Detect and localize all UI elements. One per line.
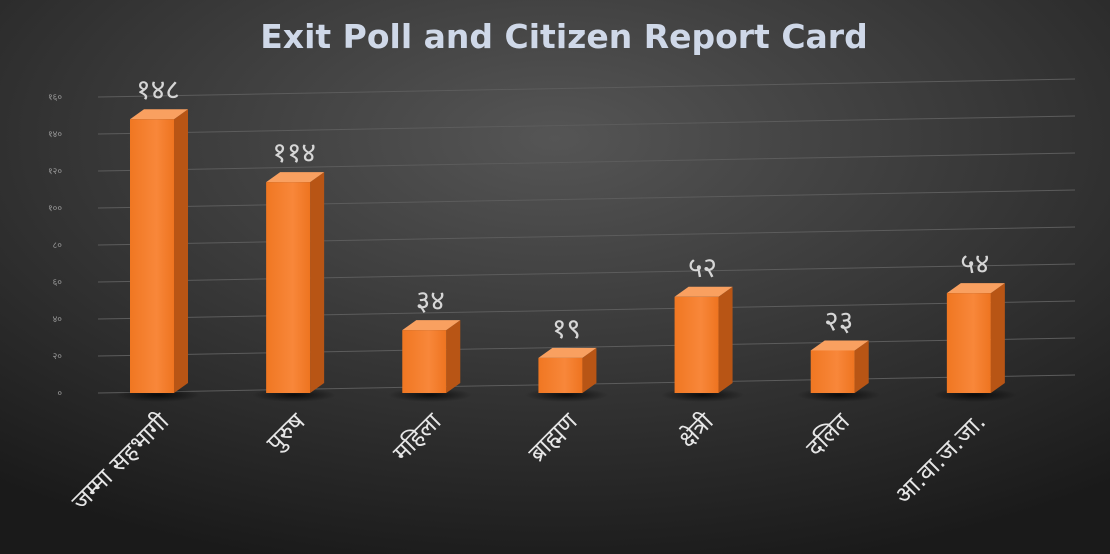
bar-top	[130, 109, 188, 120]
y-axis-ticks: ० २० ४० ६० ८० १०० १२० १४० १६०	[48, 93, 62, 399]
y-tick-label: १६०	[48, 93, 62, 103]
bar-top	[402, 320, 461, 331]
gridline	[97, 78, 1076, 98]
gridline	[97, 300, 1076, 320]
bar	[116, 109, 200, 402]
bar-front	[810, 350, 855, 393]
bar	[388, 320, 473, 402]
bar-front	[266, 182, 311, 393]
gridline	[97, 226, 1076, 246]
bar-side	[990, 283, 1005, 393]
gridline	[97, 152, 1076, 172]
bar-top	[810, 340, 869, 351]
bar-front	[674, 296, 719, 393]
bar	[796, 340, 881, 402]
y-tick-label: ८०	[53, 241, 63, 251]
bar-side	[582, 347, 597, 393]
y-tick-label: २०	[53, 352, 63, 362]
y-tick-label: १४०	[48, 130, 62, 140]
bar-top	[266, 172, 325, 183]
gridline	[97, 189, 1076, 209]
bar-side	[854, 340, 869, 393]
bar	[933, 283, 1017, 402]
bar-side	[446, 320, 461, 393]
y-tick-label: ४०	[53, 315, 63, 325]
bar-top	[674, 286, 733, 297]
gridline	[97, 115, 1076, 135]
y-tick-label: ०	[57, 389, 62, 399]
data-label: २३	[824, 304, 853, 337]
gridline	[97, 337, 1076, 357]
gridline	[97, 263, 1076, 283]
bar-front	[946, 293, 991, 393]
gridlines	[97, 78, 1076, 394]
data-label: ११४	[272, 136, 316, 169]
bar	[524, 347, 609, 402]
bar-front	[538, 357, 583, 393]
bars	[116, 109, 1017, 402]
bar	[252, 172, 336, 402]
bar-side	[174, 109, 188, 393]
bar-side	[310, 172, 325, 393]
data-label: ३४	[416, 284, 445, 317]
data-label: ५२	[688, 251, 717, 284]
bar-top	[946, 283, 1005, 294]
bar-side	[718, 286, 733, 393]
bar	[660, 286, 745, 402]
y-tick-label: ६०	[53, 278, 63, 288]
data-labels: १४८ ११४ ३४ १९ ५२ २३ ५४	[136, 73, 989, 345]
bar-front	[402, 330, 447, 393]
data-label: १९	[552, 312, 581, 345]
y-tick-label: १००	[48, 204, 62, 214]
data-label: १४८	[136, 73, 180, 106]
bar-top	[538, 347, 597, 358]
data-label: ५४	[960, 247, 989, 280]
chart-title: Exit Poll and Citizen Report Card	[260, 17, 867, 56]
bar-front	[130, 119, 174, 393]
y-tick-label: १२०	[48, 167, 62, 177]
